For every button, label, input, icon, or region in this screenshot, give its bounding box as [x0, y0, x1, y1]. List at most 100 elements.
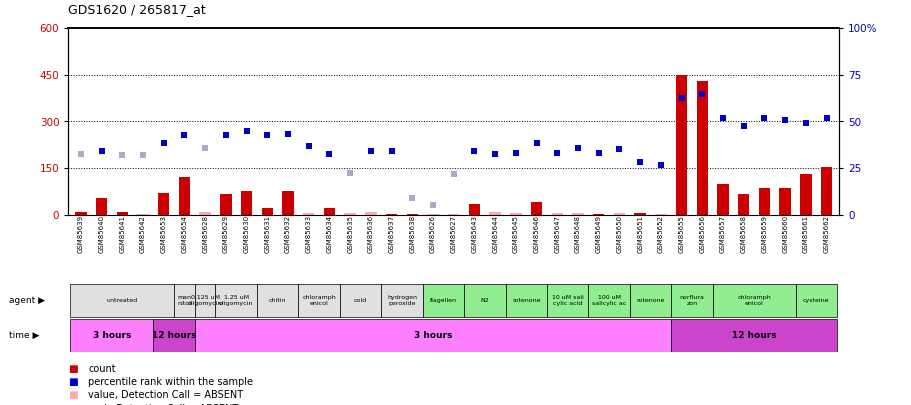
- Bar: [75, 212, 87, 215]
- Bar: [464, 284, 505, 317]
- Text: GSM85633: GSM85633: [305, 215, 312, 253]
- Text: GSM85656: GSM85656: [699, 215, 704, 253]
- Bar: [385, 214, 397, 215]
- Point: [777, 117, 792, 123]
- Bar: [138, 214, 148, 215]
- Text: flagellen: flagellen: [429, 298, 456, 303]
- Point: [570, 145, 585, 151]
- Bar: [427, 214, 438, 215]
- Bar: [96, 198, 107, 215]
- Point: [156, 140, 170, 147]
- Bar: [468, 204, 479, 215]
- Text: GSM85635: GSM85635: [347, 215, 353, 253]
- Bar: [670, 319, 836, 352]
- Text: 10 uM sali
cylic acid: 10 uM sali cylic acid: [551, 295, 583, 306]
- Point: [425, 202, 440, 209]
- Bar: [323, 208, 334, 215]
- Text: GSM85639: GSM85639: [77, 215, 84, 253]
- Text: GSM85638: GSM85638: [409, 215, 415, 253]
- Bar: [70, 319, 153, 352]
- Bar: [174, 284, 195, 317]
- Text: GSM85631: GSM85631: [264, 215, 270, 253]
- Text: rank, Detection Call = ABSENT: rank, Detection Call = ABSENT: [88, 404, 239, 405]
- Text: chloramph
enicol: chloramph enicol: [736, 295, 770, 306]
- Bar: [340, 284, 381, 317]
- Text: GSM85658: GSM85658: [740, 215, 746, 253]
- Text: GSM85661: GSM85661: [802, 215, 808, 253]
- Bar: [505, 284, 547, 317]
- Text: chitin: chitin: [269, 298, 286, 303]
- Text: hydrogen
peroxide: hydrogen peroxide: [386, 295, 416, 306]
- Point: [715, 115, 730, 122]
- Bar: [447, 214, 459, 215]
- Text: rotenone: rotenone: [636, 298, 664, 303]
- Bar: [588, 284, 630, 317]
- Text: time ▶: time ▶: [9, 330, 39, 340]
- Bar: [241, 192, 252, 215]
- Point: [198, 145, 212, 151]
- Bar: [220, 194, 231, 215]
- Bar: [153, 319, 195, 352]
- Point: [611, 146, 626, 153]
- Text: GSM85630: GSM85630: [243, 215, 250, 253]
- Bar: [820, 166, 832, 215]
- Bar: [489, 212, 500, 215]
- Text: ■: ■: [68, 377, 78, 387]
- Text: ■: ■: [68, 390, 78, 400]
- Text: GSM85657: GSM85657: [720, 215, 725, 253]
- Text: GSM85647: GSM85647: [554, 215, 559, 253]
- Text: GSM85636: GSM85636: [367, 215, 374, 253]
- Text: GSM85626: GSM85626: [429, 215, 435, 253]
- Bar: [779, 188, 790, 215]
- Point: [446, 171, 461, 177]
- Point: [281, 131, 295, 137]
- Bar: [200, 211, 210, 215]
- Point: [322, 151, 336, 157]
- Text: percentile rank within the sample: percentile rank within the sample: [88, 377, 253, 387]
- Bar: [261, 208, 272, 215]
- Text: GSM85640: GSM85640: [98, 215, 105, 253]
- Point: [673, 95, 688, 101]
- Text: 12 hours: 12 hours: [151, 330, 196, 340]
- Point: [239, 128, 253, 134]
- Bar: [696, 81, 707, 215]
- Text: norflura
zon: norflura zon: [679, 295, 703, 306]
- Text: GSM85644: GSM85644: [492, 215, 497, 253]
- Text: GSM85629: GSM85629: [222, 215, 229, 253]
- Text: GSM85627: GSM85627: [450, 215, 456, 253]
- Text: GDS1620 / 265817_at: GDS1620 / 265817_at: [68, 3, 206, 16]
- Point: [94, 148, 108, 154]
- Bar: [158, 193, 169, 215]
- Text: GSM85632: GSM85632: [284, 215, 291, 253]
- Bar: [799, 174, 811, 215]
- Point: [591, 149, 606, 156]
- Text: value, Detection Call = ABSENT: value, Detection Call = ABSENT: [88, 390, 243, 400]
- Bar: [794, 284, 836, 317]
- Bar: [422, 284, 464, 317]
- Text: untreated: untreated: [107, 298, 138, 303]
- Bar: [572, 213, 583, 215]
- Text: GSM85655: GSM85655: [678, 215, 684, 253]
- Bar: [406, 214, 417, 215]
- Text: 3 hours: 3 hours: [414, 330, 452, 340]
- Point: [549, 149, 564, 156]
- Bar: [613, 213, 624, 215]
- Text: GSM85660: GSM85660: [782, 215, 787, 253]
- Text: GSM85652: GSM85652: [657, 215, 663, 253]
- Point: [694, 90, 709, 97]
- Text: agent ▶: agent ▶: [9, 296, 45, 305]
- Point: [115, 151, 129, 158]
- Bar: [117, 211, 128, 215]
- Text: GSM85651: GSM85651: [637, 215, 642, 253]
- Text: 1.25 uM
oligomycin: 1.25 uM oligomycin: [219, 295, 253, 306]
- Point: [219, 132, 233, 139]
- Point: [343, 169, 357, 176]
- Bar: [547, 284, 588, 317]
- Text: 100 uM
salicylic ac: 100 uM salicylic ac: [591, 295, 626, 306]
- Bar: [344, 213, 355, 215]
- Bar: [195, 284, 215, 317]
- Text: GSM85646: GSM85646: [533, 215, 539, 253]
- Point: [177, 132, 191, 139]
- Text: GSM85642: GSM85642: [139, 215, 146, 253]
- Text: GSM85645: GSM85645: [512, 215, 518, 253]
